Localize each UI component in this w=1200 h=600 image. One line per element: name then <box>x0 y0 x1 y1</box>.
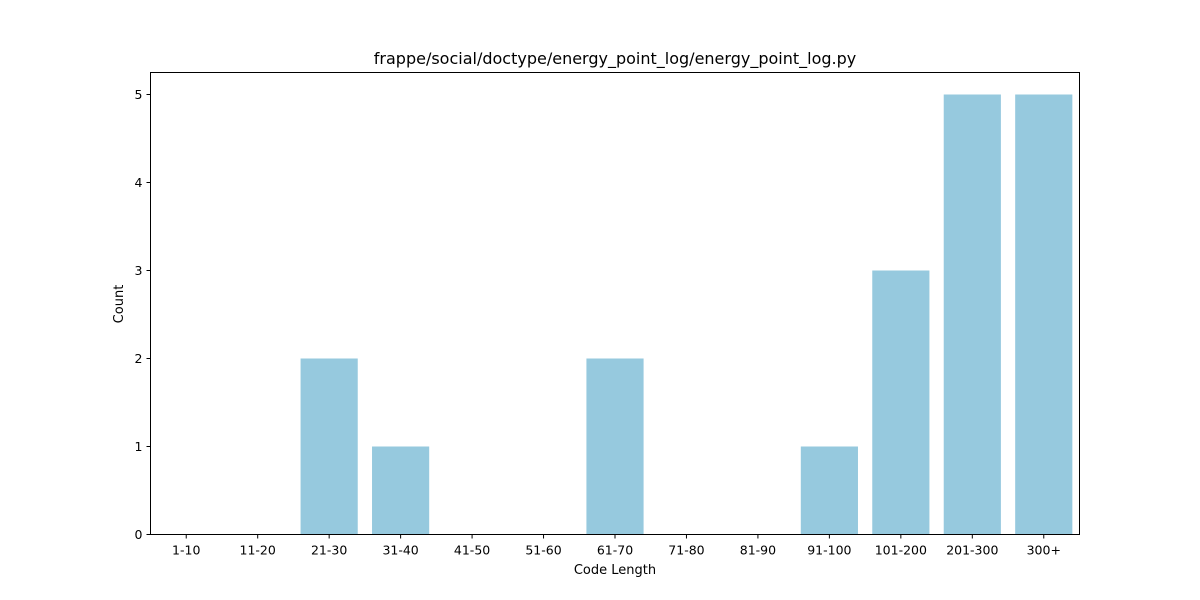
bar-101-200 <box>872 270 930 535</box>
y-tick-label: 2 <box>135 351 143 366</box>
x-tick-label: 21-30 <box>311 543 347 558</box>
x-tick-label: 11-20 <box>240 543 276 558</box>
x-axis-label: Code Length <box>574 563 656 578</box>
bar-61-70 <box>586 358 644 535</box>
y-tick-label: 5 <box>135 87 143 102</box>
bars-group <box>300 94 1073 535</box>
bar-31-40 <box>372 446 430 535</box>
bar-91-100 <box>800 446 858 535</box>
chart-title: frappe/social/doctype/energy_point_log/e… <box>374 49 856 69</box>
x-tick-label: 41-50 <box>454 543 490 558</box>
bar-201-300 <box>943 94 1001 535</box>
x-tick-label: 31-40 <box>382 543 418 558</box>
x-tick-label: 51-60 <box>525 543 561 558</box>
x-tick-label: 81-90 <box>740 543 776 558</box>
y-tick-label: 1 <box>135 439 143 454</box>
bar-21-30 <box>300 358 358 535</box>
plot-frame <box>150 72 1080 535</box>
y-axis-label: Count <box>112 285 127 324</box>
bar-300+ <box>1015 94 1073 535</box>
y-tick-label: 0 <box>135 527 143 542</box>
x-axis: 1-10 11-20 21-30 31-40 41-50 51-60 61-70 71-80 8… <box>172 534 1061 558</box>
x-tick-label: 300+ <box>1027 543 1061 558</box>
x-tick-label: 101-200 <box>875 543 927 558</box>
y-tick-label: 3 <box>135 263 143 278</box>
x-tick-label: 201-300 <box>946 543 998 558</box>
x-tick-label: 61-70 <box>597 543 633 558</box>
x-tick-label: 1-10 <box>172 543 200 558</box>
x-tick-label: 91-100 <box>807 543 851 558</box>
y-axis: 0 1 2 3 4 5 <box>135 87 151 542</box>
x-tick-label: 71-80 <box>668 543 704 558</box>
y-tick-label: 4 <box>135 175 143 190</box>
